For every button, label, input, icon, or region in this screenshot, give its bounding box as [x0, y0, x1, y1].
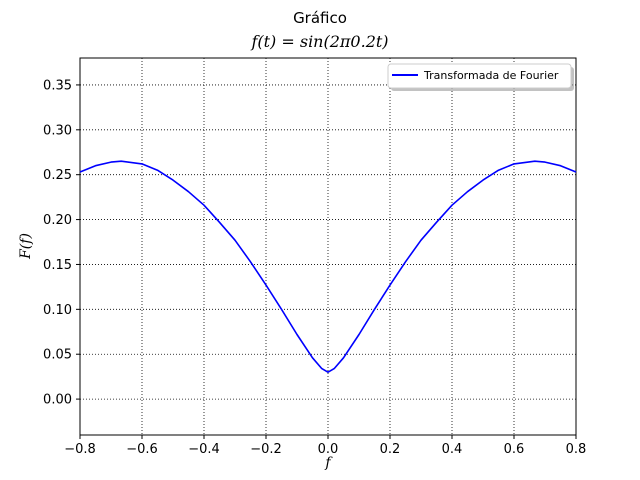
x-tick-label: −0.2 [250, 442, 282, 457]
y-tick-label: 0.15 [43, 258, 72, 273]
x-tick-label: −0.4 [188, 442, 220, 457]
y-tick-label: 0.00 [43, 393, 72, 408]
x-tick-label: 0.8 [566, 442, 587, 457]
x-axis-ticks: −0.8 −0.6 −0.4 −0.2 0.0 0.2 0.4 0.6 0.8 [64, 435, 586, 457]
y-tick-label: 0.10 [43, 303, 72, 318]
x-tick-label: 0.0 [318, 442, 339, 457]
legend-box [387, 63, 572, 89]
y-tick-label: 0.20 [43, 213, 72, 228]
x-tick-label: −0.8 [64, 442, 96, 457]
y-axis-ticks: 0.00 0.05 0.10 0.15 0.20 0.25 0.30 0.35 [43, 78, 80, 408]
y-axis-label: F(f) [18, 233, 34, 260]
series-layer [79, 160, 577, 374]
chart-title: Gráfico [293, 9, 347, 27]
x-tick-label: 0.6 [504, 442, 525, 457]
x-tick-label: 0.4 [442, 442, 463, 457]
x-axis-label: f [324, 455, 333, 471]
svg-text:f(t) = sin(2π0.2t): f(t) = sin(2π0.2t) [250, 32, 388, 51]
series-line [79, 160, 577, 374]
y-tick-label: 0.35 [43, 78, 72, 93]
y-tick-label: 0.25 [43, 168, 72, 183]
chart-subtitle: f(t) = sin(2π0.2t) [250, 32, 388, 51]
y-tick-label: 0.05 [43, 348, 72, 363]
plot-frame [79, 57, 577, 436]
x-tick-label: 0.2 [380, 442, 401, 457]
legend: Transformada de Fourier [387, 63, 574, 91]
grid-lines [79, 58, 577, 435]
legend-label: Transformada de Fourier [423, 69, 559, 82]
x-tick-label: −0.6 [126, 442, 158, 457]
y-tick-label: 0.30 [43, 123, 72, 138]
